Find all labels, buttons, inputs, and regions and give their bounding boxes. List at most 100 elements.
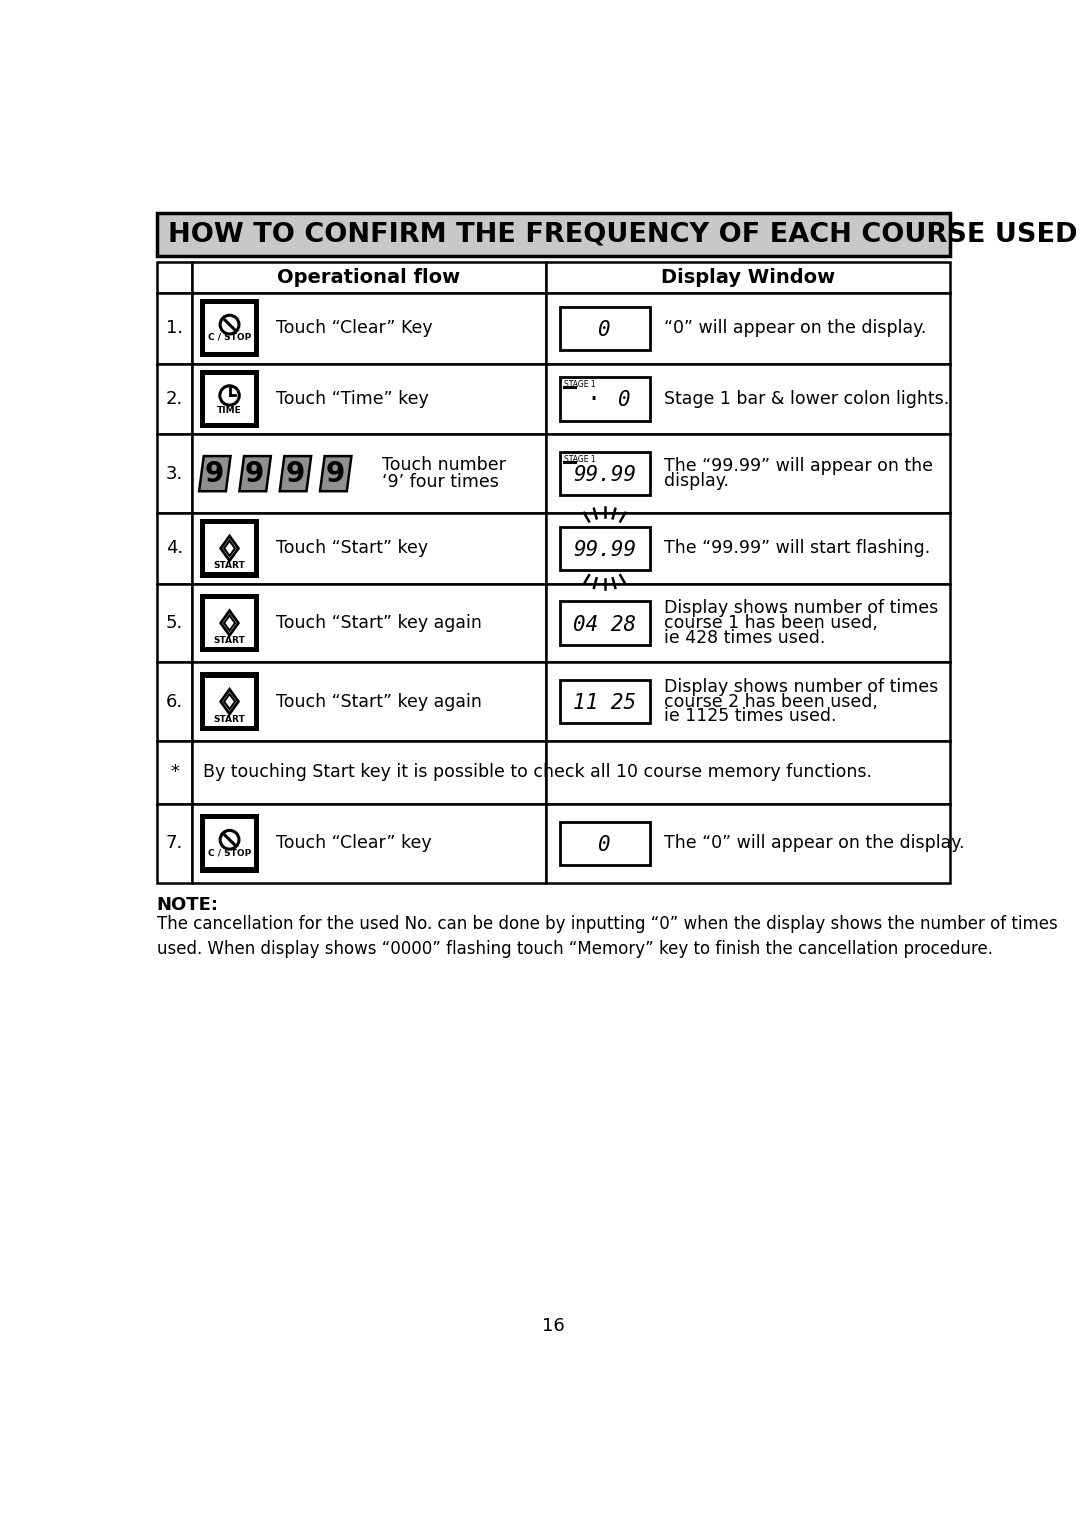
Text: By touching Start key it is possible to check all 10 course memory functions.: By touching Start key it is possible to … [203, 764, 873, 781]
Bar [192, 584, 545, 662]
Text: The cancellation for the used No. can be done by inputting “0” when the display : The cancellation for the used No. can be… [157, 915, 1057, 958]
Bar [205, 374, 254, 423]
Bar [545, 293, 950, 364]
Bar [192, 293, 545, 364]
Text: ie 428 times used.: ie 428 times used. [663, 628, 825, 646]
Bar [205, 304, 254, 351]
Polygon shape [280, 455, 311, 490]
Text: Stage 1 bar & lower colon lights.: Stage 1 bar & lower colon lights. [663, 390, 949, 408]
Bar [157, 662, 192, 741]
Bar [192, 364, 545, 434]
Text: “0” will appear on the display.: “0” will appear on the display. [663, 319, 926, 338]
Text: 0: 0 [598, 834, 611, 854]
Text: Display Window: Display Window [661, 267, 835, 287]
Bar [559, 602, 649, 645]
Text: 2.: 2. [166, 390, 184, 408]
Bar [157, 513, 192, 584]
Text: Touch “Start” key again: Touch “Start” key again [276, 692, 482, 711]
Bar [192, 261, 545, 293]
Text: ie 1125 times used.: ie 1125 times used. [663, 707, 836, 726]
Text: 9: 9 [326, 460, 345, 487]
Bar [559, 680, 649, 723]
Bar [157, 212, 950, 255]
Bar [545, 513, 950, 584]
Text: 04 28: 04 28 [573, 614, 636, 634]
Text: Touch “Start” key again: Touch “Start” key again [276, 614, 482, 633]
Text: course 1 has been used,: course 1 has been used, [663, 614, 877, 633]
Bar [559, 452, 649, 495]
Bar [157, 584, 192, 662]
Bar [157, 434, 192, 513]
Text: 1.: 1. [166, 319, 184, 338]
Bar [200, 370, 259, 428]
Text: STAGE 1: STAGE 1 [564, 455, 595, 465]
Text: TIME: TIME [217, 405, 242, 414]
Bar [559, 307, 649, 350]
Bar [205, 819, 254, 868]
Text: The “99.99” will start flashing.: The “99.99” will start flashing. [663, 539, 930, 558]
Bar [545, 584, 950, 662]
Text: STAGE 1: STAGE 1 [564, 380, 595, 390]
Bar [157, 804, 192, 883]
Text: START: START [214, 715, 245, 724]
Bar [157, 261, 192, 293]
Bar [200, 520, 259, 578]
Text: 6.: 6. [166, 692, 184, 711]
Text: ·: · [586, 388, 600, 413]
Bar [200, 299, 259, 358]
Bar [200, 672, 259, 730]
Text: Display shows number of times: Display shows number of times [663, 678, 937, 695]
Text: 9: 9 [245, 460, 265, 487]
Text: HOW TO CONFIRM THE FREQUENCY OF EACH COURSE USED: HOW TO CONFIRM THE FREQUENCY OF EACH COU… [167, 222, 1077, 248]
Text: Display shows number of times: Display shows number of times [663, 599, 937, 617]
Bar [545, 741, 950, 804]
Text: course 2 has been used,: course 2 has been used, [663, 692, 877, 711]
Text: display.: display. [663, 472, 729, 490]
Text: Operational flow: Operational flow [278, 267, 460, 287]
Bar [157, 741, 192, 804]
Text: 4.: 4. [166, 539, 184, 558]
Text: Touch number: Touch number [382, 457, 507, 474]
Text: START: START [214, 561, 245, 570]
Polygon shape [240, 455, 271, 490]
Text: 9: 9 [205, 460, 224, 487]
Text: 99.99: 99.99 [573, 465, 636, 486]
Bar [545, 364, 950, 434]
Text: 9: 9 [285, 460, 305, 487]
Text: 0: 0 [618, 391, 631, 411]
Polygon shape [320, 455, 351, 490]
Bar [559, 822, 649, 865]
Text: The “99.99” will appear on the: The “99.99” will appear on the [663, 457, 932, 475]
Text: Touch “Time” key: Touch “Time” key [276, 390, 429, 408]
Bar [559, 527, 649, 570]
Text: 16: 16 [542, 1317, 565, 1335]
Text: The “0” will appear on the display.: The “0” will appear on the display. [663, 834, 964, 853]
Bar [545, 434, 950, 513]
Text: Touch “Clear” Key: Touch “Clear” Key [276, 319, 433, 338]
Text: ‘9’ four times: ‘9’ four times [382, 474, 499, 490]
Bar [157, 364, 192, 434]
Text: C / STOP: C / STOP [208, 848, 252, 857]
Bar [192, 662, 545, 741]
Bar [192, 804, 545, 883]
Bar [192, 741, 545, 804]
Text: 5.: 5. [166, 614, 184, 633]
Text: START: START [214, 636, 245, 645]
Bar [545, 261, 950, 293]
Text: 3.: 3. [166, 465, 184, 483]
Bar [205, 599, 254, 646]
Bar [559, 377, 649, 420]
Bar [205, 524, 254, 573]
Text: 0: 0 [598, 319, 611, 339]
Text: *: * [170, 764, 179, 781]
Text: 11 25: 11 25 [573, 694, 636, 714]
Bar [545, 804, 950, 883]
Bar [205, 677, 254, 726]
Bar [192, 513, 545, 584]
Text: Touch “Start” key: Touch “Start” key [276, 539, 428, 558]
Bar [192, 434, 545, 513]
Bar [157, 293, 192, 364]
Text: C / STOP: C / STOP [208, 333, 252, 342]
Bar [200, 594, 259, 652]
Text: NOTE:: NOTE: [157, 897, 218, 914]
